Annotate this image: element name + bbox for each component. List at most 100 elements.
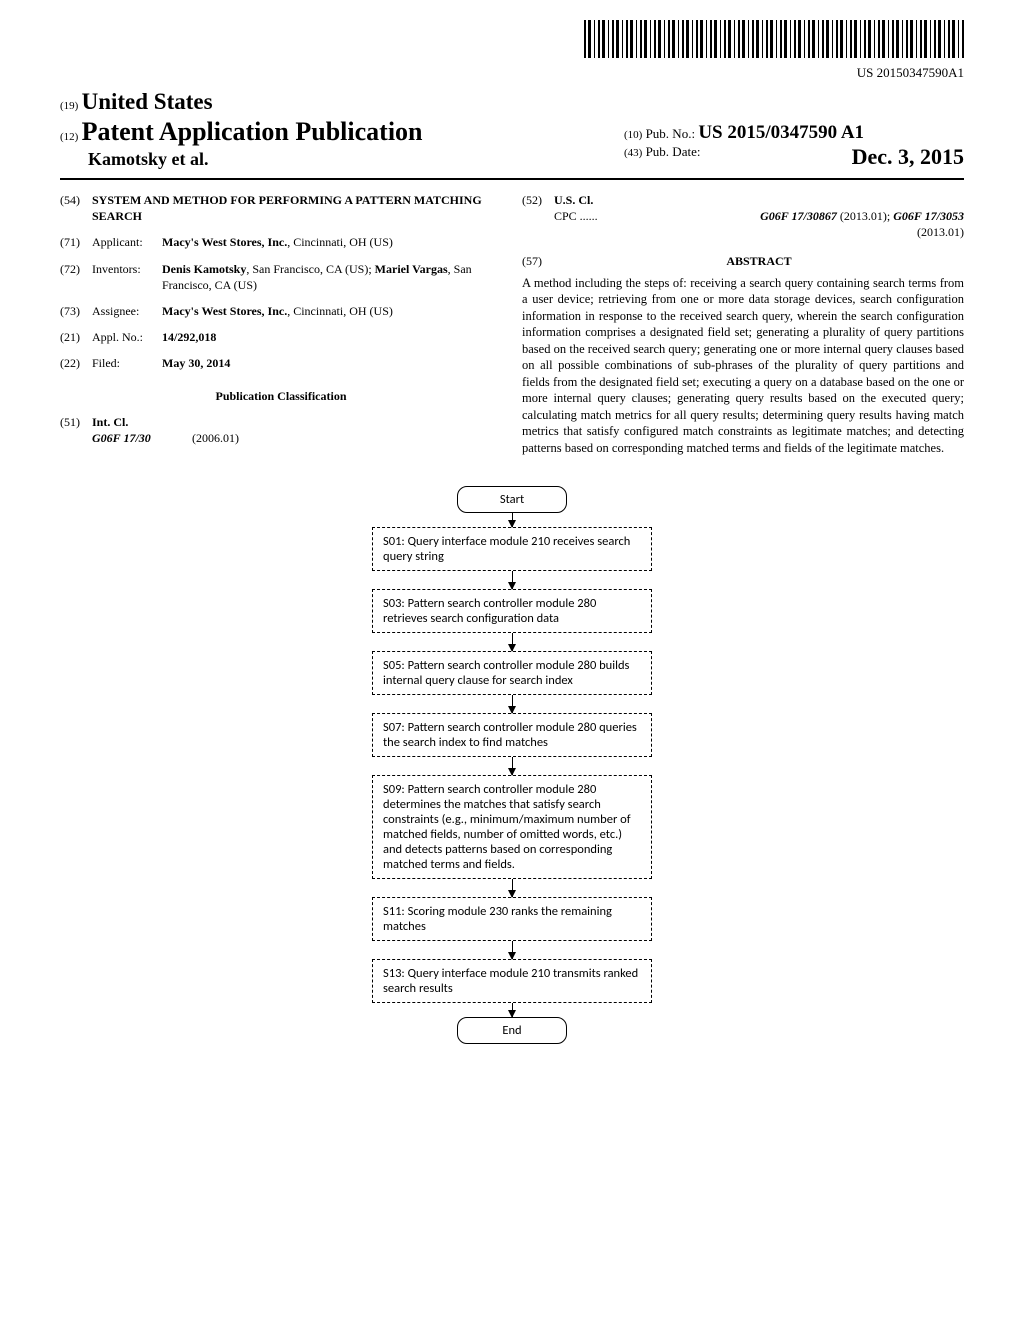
applicant-body: Macy's West Stores, Inc., Cincinnati, OH… (162, 234, 502, 250)
left-column: (54) SYSTEM AND METHOD FOR PERFORMING A … (60, 192, 502, 456)
header-divider (60, 178, 964, 180)
inventors-label: Inventors: (92, 261, 162, 293)
header-right: (10) Pub. No.: US 2015/0347590 A1 (43) P… (624, 122, 964, 170)
flowchart-arrow (512, 633, 513, 651)
publication-kind-line: (12) Patent Application Publication (60, 117, 423, 147)
right-column: (52) U.S. Cl. CPC ...... G06F 17/30867 (… (522, 192, 964, 456)
uscl-label: U.S. Cl. (554, 193, 593, 207)
barcode-region: US 20150347590A1 (60, 20, 964, 81)
flowchart-step-s09: S09: Pattern search controller module 28… (372, 775, 652, 879)
barcode-graphic (584, 20, 964, 58)
cpc-prefix: CPC ...... (554, 208, 598, 224)
title-row: (54) SYSTEM AND METHOD FOR PERFORMING A … (60, 192, 502, 224)
invention-title: SYSTEM AND METHOD FOR PERFORMING A PATTE… (92, 192, 502, 224)
flowchart-step-s03: S03: Pattern search controller module 28… (372, 589, 652, 633)
abstract-body: A method including the steps of: receivi… (522, 275, 964, 457)
assignee-label: Assignee: (92, 303, 162, 319)
filed-body: May 30, 2014 (162, 355, 502, 371)
inventor1-location: , San Francisco, CA (US); (246, 262, 374, 276)
pubno-code: (10) (624, 129, 642, 141)
flowchart-step-s01: S01: Query interface module 210 receives… (372, 527, 652, 571)
flowchart-arrow (512, 1003, 513, 1017)
flowchart-step-s11: S11: Scoring module 230 ranks the remain… (372, 897, 652, 941)
intcl-class-row: G06F 17/30 (2006.01) (92, 430, 502, 446)
header-row: (12) Patent Application Publication Kamo… (60, 115, 964, 170)
flowchart-end: End (457, 1017, 567, 1044)
flowchart-arrow (512, 695, 513, 713)
inventors-body: Denis Kamotsky, San Francisco, CA (US); … (162, 261, 502, 293)
filed-value: May 30, 2014 (162, 356, 230, 370)
header-country-line: (19) United States (60, 89, 964, 115)
uscl-row: (52) U.S. Cl. CPC ...... G06F 17/30867 (… (522, 192, 964, 241)
applno-code: (21) (60, 329, 92, 345)
filed-row: (22) Filed: May 30, 2014 (60, 355, 502, 371)
filed-label: Filed: (92, 355, 162, 371)
inventors-code: (72) (60, 261, 92, 293)
inventors-row: (72) Inventors: Denis Kamotsky, San Fran… (60, 261, 502, 293)
applicant-name: Macy's West Stores, Inc. (162, 235, 287, 249)
abstract-header: (57) ABSTRACT (522, 245, 964, 275)
pubno-value: US 2015/0347590 A1 (698, 122, 864, 143)
title-code: (54) (60, 192, 92, 224)
inventor1-name: Denis Kamotsky (162, 262, 246, 276)
pubno-label: Pub. No.: (646, 126, 695, 141)
flowchart-arrow (512, 571, 513, 589)
cpc1-class: G06F 17/30867 (760, 209, 837, 223)
applno-value: 14/292,018 (162, 330, 216, 344)
applicant-code: (71) (60, 234, 92, 250)
patent-page: US 20150347590A1 (19) United States (12)… (0, 0, 1024, 1320)
assignee-code: (73) (60, 303, 92, 319)
biblio-columns: (54) SYSTEM AND METHOD FOR PERFORMING A … (60, 192, 964, 456)
applicant-row: (71) Applicant: Macy's West Stores, Inc.… (60, 234, 502, 250)
barcode-number: US 20150347590A1 (60, 65, 964, 81)
abstract-title: ABSTRACT (554, 253, 964, 269)
flowchart-step-s05: S05: Pattern search controller module 28… (372, 651, 652, 695)
intcl-code: (51) (60, 414, 92, 446)
flowchart-start: Start (457, 486, 567, 513)
pubdate-line: (43) Pub. Date: Dec. 3, 2015 (624, 144, 964, 170)
flowchart-arrow (512, 757, 513, 775)
header-left: (12) Patent Application Publication Kamo… (60, 115, 423, 170)
pubdate-value: Dec. 3, 2015 (852, 144, 964, 170)
assignee-body: Macy's West Stores, Inc., Cincinnati, OH… (162, 303, 502, 319)
kind-code: (12) (60, 131, 78, 143)
applno-row: (21) Appl. No.: 14/292,018 (60, 329, 502, 345)
header: (19) United States (12) Patent Applicati… (60, 89, 964, 170)
flowchart-arrow (512, 941, 513, 959)
publication-kind: Patent Application Publication (82, 117, 423, 146)
pubno-line: (10) Pub. No.: US 2015/0347590 A1 (624, 122, 964, 144)
applicant-label: Applicant: (92, 234, 162, 250)
uscl-body: U.S. Cl. CPC ...... G06F 17/30867 (2013.… (554, 192, 964, 241)
applno-label: Appl. No.: (92, 329, 162, 345)
pub-classification-heading: Publication Classification (60, 388, 502, 404)
abstract-section: (57) ABSTRACT A method including the ste… (522, 245, 964, 457)
flowchart-arrow (512, 879, 513, 897)
uscl-code: (52) (522, 192, 554, 241)
pubdate-prefix: (43) Pub. Date: (624, 144, 700, 170)
intcl-row: (51) Int. Cl. G06F 17/30 (2006.01) (60, 414, 502, 446)
cpc2-date: (2013.01) (917, 225, 964, 239)
abstract-code: (57) (522, 253, 554, 269)
pubdate-label: Pub. Date: (646, 144, 701, 159)
inventor2-name: Mariel Vargas (375, 262, 448, 276)
intcl-class: G06F 17/30 (92, 430, 192, 446)
intcl-date: (2006.01) (192, 430, 239, 446)
flowchart-step-s13: S13: Query interface module 210 transmit… (372, 959, 652, 1003)
cpc1-date: (2013.01); (840, 209, 893, 223)
filed-code: (22) (60, 355, 92, 371)
assignee-row: (73) Assignee: Macy's West Stores, Inc.,… (60, 303, 502, 319)
applno-body: 14/292,018 (162, 329, 502, 345)
flowchart-arrow (512, 513, 513, 527)
country-name: United States (82, 89, 213, 114)
cpc-line: CPC ...... G06F 17/30867 (2013.01); G06F… (554, 208, 964, 240)
country-code: (19) (60, 100, 78, 112)
pubdate-code: (43) (624, 147, 642, 159)
author-line: Kamotsky et al. (88, 149, 423, 170)
cpc2-class: G06F 17/3053 (893, 209, 964, 223)
assignee-location: , Cincinnati, OH (US) (287, 304, 393, 318)
assignee-name: Macy's West Stores, Inc. (162, 304, 287, 318)
intcl-body: Int. Cl. G06F 17/30 (2006.01) (92, 414, 502, 446)
applicant-location: , Cincinnati, OH (US) (287, 235, 393, 249)
flowchart-step-s07: S07: Pattern search controller module 28… (372, 713, 652, 757)
flowchart: Start S01: Query interface module 210 re… (60, 486, 964, 1044)
